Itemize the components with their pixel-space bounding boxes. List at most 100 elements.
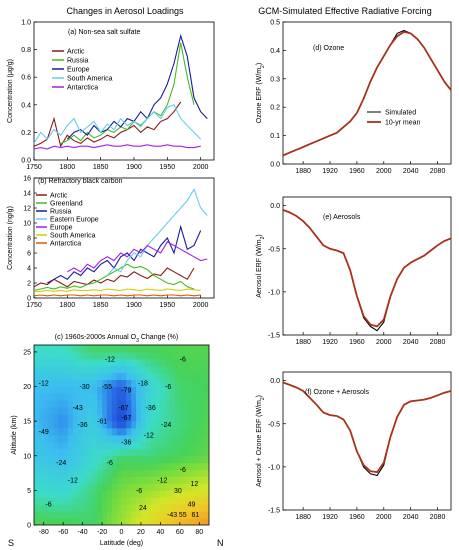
heatmap-cell <box>174 483 181 491</box>
heatmap-cell <box>48 414 54 422</box>
heatmap-cell <box>97 435 103 443</box>
heatmap-cell <box>72 372 79 381</box>
heatmap-cell <box>204 428 209 436</box>
heatmap-cell <box>160 358 166 367</box>
heatmap-cell <box>121 504 127 512</box>
heatmap-cell <box>204 490 209 498</box>
heatmap-cell <box>102 421 108 429</box>
heatmap-cell <box>126 441 132 450</box>
heatmap-cell <box>189 421 195 429</box>
heatmap-cell <box>77 414 84 422</box>
contour-label: -67 <box>121 415 131 422</box>
heatmap-cell <box>199 490 205 498</box>
north-label: N <box>217 538 224 548</box>
heatmap-cell <box>72 351 79 360</box>
heatmap-cell <box>82 483 88 491</box>
y-tick-label: -0.5 <box>268 246 280 253</box>
heatmap-cell <box>38 455 45 464</box>
heatmap-cell <box>97 462 103 471</box>
heatmap-cell <box>87 379 93 387</box>
heatmap-cell <box>150 511 156 519</box>
heatmap-cell <box>82 448 88 457</box>
heatmap-cell <box>174 351 181 360</box>
heatmap-cell <box>106 351 113 360</box>
heatmap-cell <box>63 497 69 505</box>
heatmap-cell <box>111 345 118 353</box>
heatmap-cell <box>82 393 88 401</box>
x-tick-label: 80 <box>195 529 203 536</box>
heatmap-cell <box>77 490 84 498</box>
heatmap-cell <box>155 441 161 450</box>
heatmap-cell <box>174 365 181 374</box>
heatmap-cell <box>63 414 69 422</box>
heatmap-cell <box>97 518 103 525</box>
heatmap-cell <box>199 428 205 436</box>
heatmap-cell <box>38 379 45 387</box>
left-figure-title: Changes in Aerosol Loadings <box>66 6 184 16</box>
heatmap-cell <box>204 462 209 471</box>
heatmap-cell <box>58 386 64 394</box>
heatmap-cell <box>160 351 166 360</box>
heatmap-cell <box>43 393 49 401</box>
heatmap-cell <box>34 462 40 471</box>
x-tick-label: -20 <box>97 529 107 536</box>
y-tick-label: 8 <box>27 236 31 243</box>
heatmap-cell <box>194 379 200 387</box>
heatmap-cell <box>140 518 147 525</box>
heatmap-cell <box>34 428 40 436</box>
heatmap-cell <box>140 511 147 519</box>
heatmap-cell <box>58 469 64 477</box>
y-tick-label: 12 <box>23 206 31 213</box>
heatmap-cell <box>126 414 132 422</box>
heatmap-cell <box>150 400 156 408</box>
heatmap-cell <box>77 379 84 387</box>
heatmap-cell <box>116 462 122 471</box>
heatmap-cell <box>131 469 137 477</box>
heatmap-cell <box>150 421 156 429</box>
heatmap-cell <box>43 448 49 457</box>
heatmap-cell <box>179 379 186 387</box>
contour-label: -6 <box>180 467 186 474</box>
contour-label: -12 <box>68 478 78 485</box>
heatmap-cell <box>38 421 45 429</box>
y-tick-label: 16 <box>23 176 31 183</box>
heatmap-cell <box>43 497 49 505</box>
heatmap-cell <box>87 345 93 353</box>
heatmap-cell <box>116 414 122 422</box>
heatmap-cell <box>160 483 166 491</box>
heatmap-cell <box>194 400 200 408</box>
heatmap-cell <box>92 421 98 429</box>
heatmap-cell <box>77 448 84 457</box>
heatmap-cell <box>145 379 152 387</box>
heatmap-cell <box>136 345 142 353</box>
heatmap-cell <box>72 462 79 471</box>
y-tick-label: 0.2 <box>21 130 31 137</box>
heatmap-cell <box>136 476 142 484</box>
heatmap-cell <box>116 358 122 367</box>
heatmap-cell <box>121 421 127 429</box>
heatmap-cell <box>116 386 122 394</box>
heatmap-cell <box>87 400 93 408</box>
heatmap-cell <box>174 372 181 381</box>
heatmap-cell <box>136 504 142 512</box>
heatmap-cell <box>145 462 152 471</box>
heatmap-cell <box>72 511 79 519</box>
heatmap-cell <box>204 441 209 450</box>
heatmap-cell <box>155 345 161 353</box>
contour-label: 12 <box>191 481 199 488</box>
heatmap-cell <box>111 351 118 360</box>
heatmap-cell <box>106 365 113 374</box>
heatmap-cell <box>48 518 54 525</box>
heatmap-cell <box>106 483 113 491</box>
heatmap-cell <box>179 428 186 436</box>
series-line-b-1 <box>33 263 195 292</box>
heatmap-cell <box>155 483 161 491</box>
heatmap-cell <box>174 358 181 367</box>
heatmap-cell <box>145 483 152 491</box>
heatmap-cell <box>136 365 142 374</box>
heatmap-cell <box>170 421 176 429</box>
heatmap-cell <box>92 435 98 443</box>
heatmap-cell <box>116 365 122 374</box>
heatmap-cell <box>72 469 79 477</box>
heatmap-cell <box>204 511 209 519</box>
